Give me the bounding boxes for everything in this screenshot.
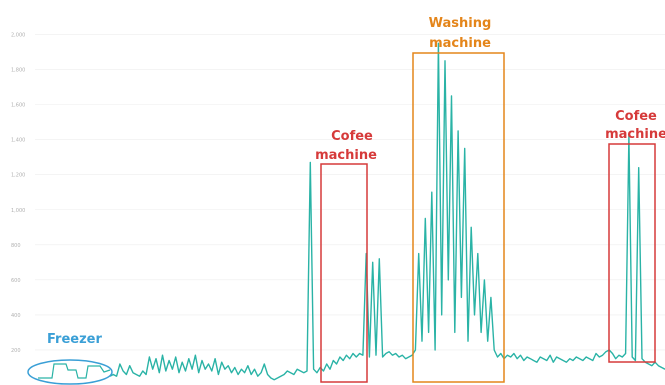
y-tick-label: 2,000 xyxy=(11,33,25,39)
annotation-label-line: machine xyxy=(605,127,665,142)
y-tick-label: 400 xyxy=(11,313,21,319)
freezer-ellipse xyxy=(27,359,113,385)
freezer-trace xyxy=(38,363,111,379)
annotations: Freezer Cofee machine Washing machine Cofee ma… xyxy=(27,16,665,385)
power-series xyxy=(38,42,665,381)
annotation-label: Freezer xyxy=(47,332,102,347)
annotation-box xyxy=(608,143,656,363)
annotation-box xyxy=(320,163,368,383)
series-line xyxy=(109,42,665,381)
y-tick-label: 800 xyxy=(11,243,21,249)
y-tick-label: 1,200 xyxy=(11,173,25,179)
annotation-box xyxy=(412,52,505,383)
annotation-label-line: Washing xyxy=(429,16,492,31)
annotation-label-line: machine xyxy=(315,148,377,163)
y-tick-label: 1,400 xyxy=(11,138,25,144)
y-tick-label: 600 xyxy=(11,278,21,284)
annotation-label-line: Cofee xyxy=(615,109,657,124)
y-tick-label: 1,800 xyxy=(11,68,25,74)
annotation-label-line: machine xyxy=(429,36,491,51)
annotation-label-line: Cofee xyxy=(331,129,373,144)
y-tick-label: 1,000 xyxy=(11,208,25,214)
y-tick-label: 200 xyxy=(11,348,21,354)
gridlines xyxy=(35,34,665,351)
y-axis-ticks: 200 400 600 800 1,000 1,200 1,400 1,600 1,800 2,0… xyxy=(11,33,25,354)
y-tick-label: 1,600 xyxy=(11,103,25,109)
